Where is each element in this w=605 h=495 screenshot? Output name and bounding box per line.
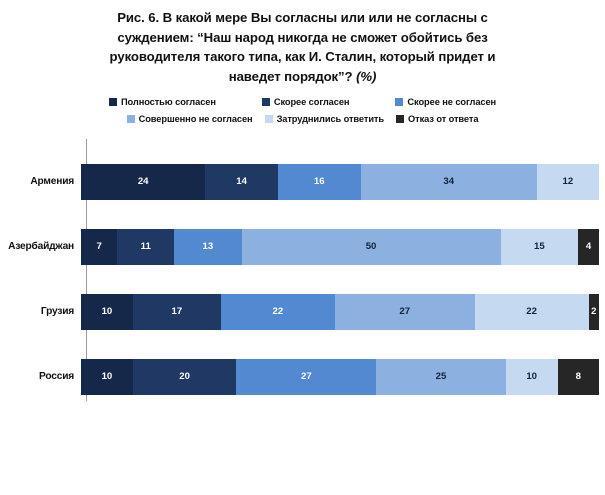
legend-swatch-icon — [108, 97, 117, 106]
bar-segment[interactable]: 27 — [334, 293, 475, 330]
bar-segment[interactable]: 22 — [220, 293, 335, 330]
bar-segment[interactable]: 27 — [236, 358, 377, 395]
chart-title-line-1: Рис. 6. В какой мере Вы согласны или или… — [117, 10, 488, 25]
legend-item-label: Отказ от ответа — [408, 113, 479, 124]
category-axis-line — [86, 139, 87, 401]
bar-row: Грузия 10 17 22 27 22 2 — [0, 279, 605, 344]
category-label-4: Россия — [39, 371, 74, 382]
bar-rows: Армения 24 14 16 34 12 Азербайджан 7 11 13 50 15 4 Гр… — [0, 139, 605, 401]
bar-segment-value: 8 — [575, 370, 581, 382]
bar-segment-value: 10 — [101, 305, 113, 317]
bar-segment-value: 4 — [585, 240, 592, 252]
legend-swatch-icon — [126, 114, 135, 123]
bar-segment-value: 50 — [365, 240, 377, 252]
bar-segment-value: 27 — [300, 370, 312, 382]
bar-segment-value: 7 — [96, 240, 102, 252]
bar-segment[interactable]: 11 — [117, 228, 175, 265]
legend-item-4[interactable]: Совершенно не согласен — [126, 110, 253, 127]
bar-segment[interactable]: 10 — [81, 358, 133, 395]
legend-item-2[interactable]: Скорее согласен — [261, 93, 350, 110]
bar-segment[interactable]: 8 — [557, 358, 599, 395]
bar-segment[interactable]: 24 — [81, 163, 206, 200]
category-label-1: Армения — [30, 176, 74, 187]
legend-swatch-icon — [396, 114, 405, 123]
bar-row: Азербайджан 7 11 13 50 15 4 — [0, 214, 605, 279]
stacked-bar: 7 11 13 50 15 4 — [81, 228, 599, 265]
bar-segment[interactable]: 25 — [376, 358, 506, 395]
bar-segment[interactable]: 17 — [132, 293, 221, 330]
chart-title-line-4: наведет порядок”? — [228, 68, 357, 84]
bar-row: Армения 24 14 16 34 12 — [0, 149, 605, 214]
bar-segment[interactable]: 16 — [277, 163, 361, 200]
bar-segment-value: 10 — [101, 370, 113, 382]
bar-segment-value: 17 — [171, 305, 183, 317]
bar-segment-value: 2 — [591, 305, 597, 317]
bar-segment[interactable]: 12 — [536, 163, 599, 200]
bar-segment[interactable]: 22 — [474, 293, 589, 330]
legend-swatch-icon — [395, 97, 404, 106]
stacked-bar: 10 17 22 27 22 2 — [81, 293, 599, 330]
bar-segment[interactable]: 10 — [505, 358, 558, 395]
legend-item-label: Скорее не согласен — [407, 96, 497, 107]
legend-row-1: Полностью согласен Скорее согласен Скорее … — [0, 93, 605, 110]
legend-swatch-icon — [264, 114, 273, 123]
bar-segment-value: 24 — [137, 175, 149, 187]
chart-legend: Полностью согласен Скорее согласен Скорее … — [0, 93, 605, 127]
bar-segment-value: 11 — [140, 240, 151, 252]
bar-segment-value: 22 — [272, 305, 284, 317]
bar-segment[interactable]: 15 — [500, 228, 579, 265]
bar-segment-value: 15 — [534, 240, 545, 252]
chart-title-line-2: суждением: “Наш народ никогда не сможет … — [117, 29, 488, 45]
legend-item-label: Совершенно не согласен — [138, 113, 253, 124]
bar-segment-value: 13 — [202, 240, 214, 252]
legend-item-6[interactable]: Отказ от ответа — [396, 110, 478, 127]
bar-segment-value: 16 — [313, 175, 325, 187]
bar-row: Россия 10 20 27 25 10 8 — [0, 344, 605, 409]
category-label-2: Азербайджан — [8, 241, 74, 252]
bar-segment[interactable]: 50 — [241, 228, 501, 265]
category-label-3: Грузия — [40, 306, 74, 317]
bar-segment[interactable]: 13 — [174, 228, 242, 265]
plot-area: Армения 24 14 16 34 12 Азербайджан 7 11 13 50 15 4 Гр… — [0, 139, 605, 401]
bar-segment[interactable]: 10 — [81, 293, 133, 330]
bar-segment-value: 14 — [236, 175, 247, 187]
bar-segment-value: 25 — [435, 370, 447, 382]
bar-segment-value: 20 — [179, 370, 190, 382]
legend-item-label: Полностью согласен — [120, 96, 216, 107]
bar-segment-value: 12 — [562, 175, 574, 187]
legend-item-label: Затруднились ответить — [276, 113, 385, 124]
bar-segment-value: 10 — [526, 370, 537, 382]
stacked-bar: 24 14 16 34 12 — [81, 163, 599, 200]
bar-segment[interactable]: 34 — [360, 163, 537, 200]
chart-title-line-3: руководителя такого типа, как И. Сталин,… — [109, 49, 496, 64]
bar-segment-value: 34 — [443, 175, 455, 187]
legend-swatch-icon — [261, 97, 270, 106]
bar-segment-value: 27 — [399, 305, 411, 317]
bar-segment[interactable]: 20 — [132, 358, 237, 395]
chart-title: Рис. 6. В какой мере Вы согласны или или… — [28, 8, 577, 86]
bar-segment[interactable]: 2 — [588, 293, 599, 330]
bar-segment[interactable]: 4 — [578, 228, 599, 265]
stacked-bar: 10 20 27 25 10 8 — [81, 358, 599, 395]
legend-item-3[interactable]: Скорее не согласен — [395, 93, 496, 110]
bar-segment[interactable]: 7 — [81, 228, 118, 265]
chart-title-unit: (%) — [356, 68, 377, 84]
bar-segment-value: 22 — [526, 305, 537, 317]
legend-item-1[interactable]: Полностью согласен — [108, 93, 216, 110]
legend-item-5[interactable]: Затруднились ответить — [264, 110, 385, 127]
legend-item-label: Скорее согласен — [273, 96, 350, 107]
bar-segment[interactable]: 14 — [205, 163, 278, 200]
legend-row-2: Совершенно не согласен Затруднились ответ… — [0, 110, 605, 127]
